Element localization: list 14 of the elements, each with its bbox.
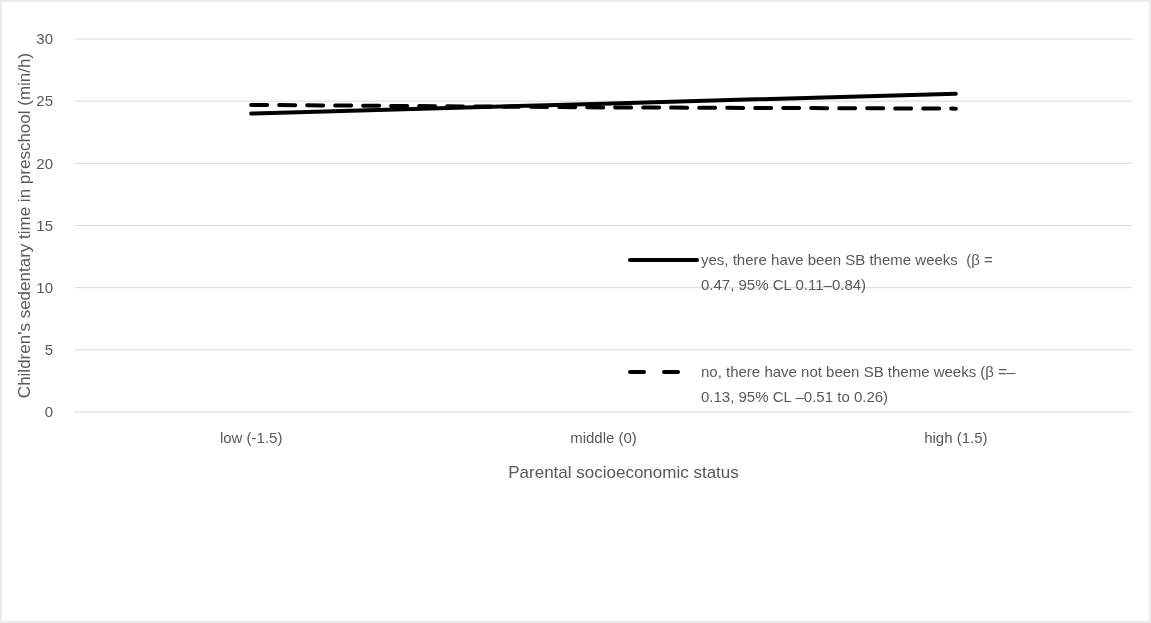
y-tick-label: 5 — [44, 341, 53, 359]
y-axis-title: Children's sedentary time in preschool (min/h) — [15, 52, 34, 399]
y-tick-label: 10 — [36, 278, 53, 296]
x-axis-title: Parental socioeconomic status — [508, 463, 739, 482]
y-tick-label: 15 — [36, 216, 53, 234]
y-tick-label: 0 — [44, 403, 53, 421]
x-tick-label: low (-1.5) — [219, 429, 283, 446]
y-tick-label: 20 — [36, 154, 53, 172]
x-tick-label: middle (0) — [570, 429, 637, 446]
x-tick-label: high (1.5) — [924, 429, 988, 446]
y-tick-label: 25 — [36, 92, 53, 110]
y-tick-label: 30 — [36, 30, 53, 48]
legend-label: no, there have not been SB theme weeks (β =– 0.13, 95% CL –0.51 to 0.26) — [701, 363, 1016, 406]
legend-label: yes, there have been SB theme weeks (β = 0.47, 95% CL 0.11–0.84) — [701, 251, 993, 294]
